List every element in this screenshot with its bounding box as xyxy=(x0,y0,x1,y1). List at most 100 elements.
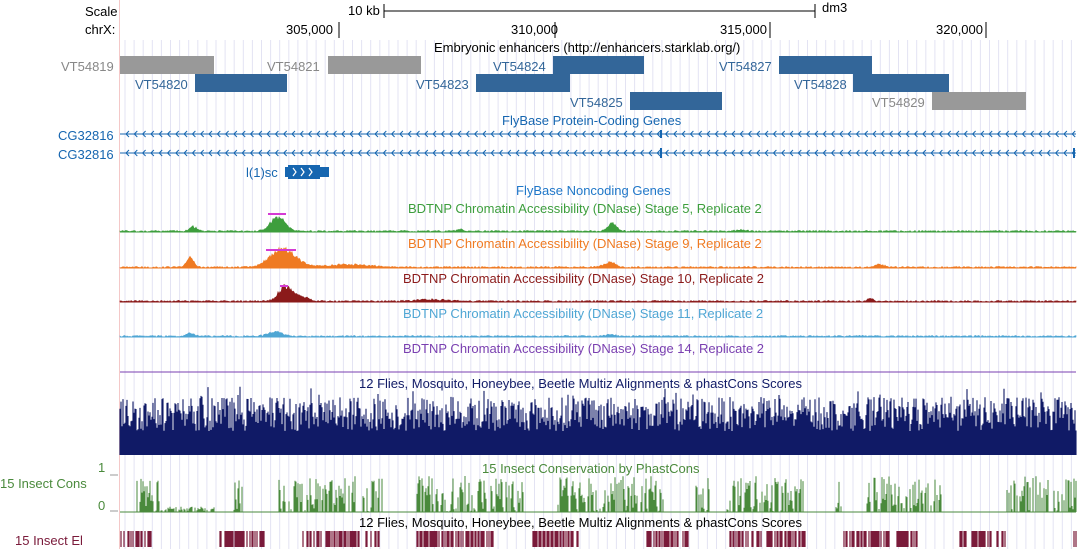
track-title-multiz[interactable]: 12 Flies, Mosquito, Honeybee, Beetle Mul… xyxy=(359,376,802,391)
transcript-label[interactable]: CG32816 xyxy=(58,147,114,162)
strand-arrow xyxy=(299,130,304,138)
track-title-dnase-stage11[interactable]: BDTNP Chromatin Accessibility (DNase) St… xyxy=(403,306,764,321)
phastcons-ymax: 1 xyxy=(98,460,106,475)
strand-arrow xyxy=(888,130,893,138)
strand-arrow xyxy=(971,130,976,138)
enhancer-feature[interactable] xyxy=(630,92,722,110)
strand-arrow xyxy=(631,130,636,138)
transcript-label[interactable]: CG32816 xyxy=(58,128,114,143)
strand-arrow xyxy=(913,130,918,138)
strand-arrow xyxy=(390,149,395,157)
strand-arrow xyxy=(897,149,902,157)
strand-arrow xyxy=(855,149,860,157)
track-title-dnase-stage5[interactable]: BDTNP Chromatin Accessibility (DNase) St… xyxy=(408,201,762,216)
phastcons-left-label[interactable]: 15 Insect Cons xyxy=(0,476,87,491)
track-title-coding-genes[interactable]: FlyBase Protein-Coding Genes xyxy=(502,113,682,128)
enhancer-feature[interactable] xyxy=(853,74,949,92)
enhancer-feature[interactable] xyxy=(328,56,421,74)
strand-arrow xyxy=(830,130,835,138)
strand-arrow xyxy=(216,130,221,138)
strand-arrow xyxy=(656,149,661,157)
strand-arrow xyxy=(922,149,927,157)
strand-arrow xyxy=(648,149,653,157)
strand-arrow xyxy=(507,149,512,157)
strand-arrow xyxy=(531,149,537,157)
track-title-phastcons[interactable]: 15 Insect Conservation by PhastCons xyxy=(482,461,700,476)
enhancer-label[interactable]: VT54823 xyxy=(416,77,469,92)
strand-arrow xyxy=(241,130,246,138)
track-title-enhancers[interactable]: Embryonic enhancers (http://enhancers.st… xyxy=(434,40,741,55)
enhancer-feature[interactable] xyxy=(553,56,644,74)
strand-arrow xyxy=(150,149,155,157)
strand-arrow xyxy=(565,149,570,157)
strand-arrow xyxy=(382,149,387,157)
track-title-dnase-stage14[interactable]: BDTNP Chromatin Accessibility (DNase) St… xyxy=(403,341,765,356)
strand-arrow xyxy=(349,149,354,157)
strand-arrow xyxy=(324,149,329,157)
track-title-dnase-stage10[interactable]: BDTNP Chromatin Accessibility (DNase) St… xyxy=(403,271,765,286)
strand-arrow xyxy=(863,149,869,157)
strand-arrow xyxy=(208,130,213,138)
strand-arrow xyxy=(623,130,628,138)
strand-arrow xyxy=(199,149,205,157)
peak-cap xyxy=(266,249,296,251)
strand-arrow xyxy=(374,149,379,157)
strand-arrow xyxy=(731,130,736,138)
enhancer-label[interactable]: VT54829 xyxy=(872,95,925,110)
strand-arrow xyxy=(216,149,221,157)
enhancer-label[interactable]: VT54828 xyxy=(794,77,847,92)
strand-arrow xyxy=(1021,130,1026,138)
strand-arrow xyxy=(955,130,960,138)
strand-arrow xyxy=(166,130,171,138)
strand-arrow xyxy=(440,130,445,138)
enhancer-label[interactable]: VT54821 xyxy=(267,59,320,74)
strand-arrow xyxy=(473,149,478,157)
transcript-label[interactable]: l(1)sc xyxy=(246,165,278,180)
enhancer-label[interactable]: VT54825 xyxy=(570,95,623,110)
strand-arrow xyxy=(440,149,445,157)
strand-arrow xyxy=(349,130,354,138)
strand-arrow xyxy=(424,149,429,157)
enhancer-feature[interactable] xyxy=(476,74,570,92)
enhancer-feature[interactable] xyxy=(195,74,287,92)
strand-arrow xyxy=(407,149,412,157)
strand-arrow xyxy=(448,130,454,138)
strand-arrow xyxy=(639,130,644,138)
elements-left-label[interactable]: 15 Insect El xyxy=(15,533,83,548)
enhancer-feature[interactable] xyxy=(932,92,1026,110)
strand-arrow xyxy=(805,130,810,138)
track-title-dnase-stage9[interactable]: BDTNP Chromatin Accessibility (DNase) St… xyxy=(408,236,762,251)
strand-arrow xyxy=(224,130,229,138)
strand-arrow xyxy=(357,130,362,138)
strand-arrow xyxy=(830,149,835,157)
enhancer-label[interactable]: VT54819 xyxy=(61,59,114,74)
strand-arrow xyxy=(199,130,205,138)
strand-arrow xyxy=(971,149,976,157)
strand-arrow xyxy=(664,130,669,138)
strand-arrow xyxy=(399,149,404,157)
track-title-elements[interactable]: 12 Flies, Mosquito, Honeybee, Beetle Mul… xyxy=(359,515,802,530)
enhancer-label[interactable]: VT54820 xyxy=(135,77,188,92)
strand-arrow xyxy=(697,149,703,157)
strand-arrow xyxy=(614,149,620,157)
enhancer-feature[interactable] xyxy=(779,56,872,74)
strand-arrow xyxy=(980,130,985,138)
strand-arrow xyxy=(780,149,786,157)
enhancer-feature[interactable] xyxy=(120,56,214,74)
strand-arrow xyxy=(341,149,346,157)
strand-arrow xyxy=(432,149,437,157)
strand-arrow xyxy=(747,149,752,157)
enhancer-label[interactable]: VT54824 xyxy=(493,59,546,74)
strand-arrow xyxy=(540,149,545,157)
strand-arrow xyxy=(988,130,993,138)
dnase-signal xyxy=(119,330,1077,338)
strand-arrow xyxy=(598,149,603,157)
track-title-noncoding-genes[interactable]: FlyBase Noncoding Genes xyxy=(516,183,671,198)
strand-arrow xyxy=(988,149,993,157)
strand-arrow xyxy=(523,149,528,157)
strand-arrow xyxy=(258,149,263,157)
enhancer-label[interactable]: VT54827 xyxy=(719,59,772,74)
